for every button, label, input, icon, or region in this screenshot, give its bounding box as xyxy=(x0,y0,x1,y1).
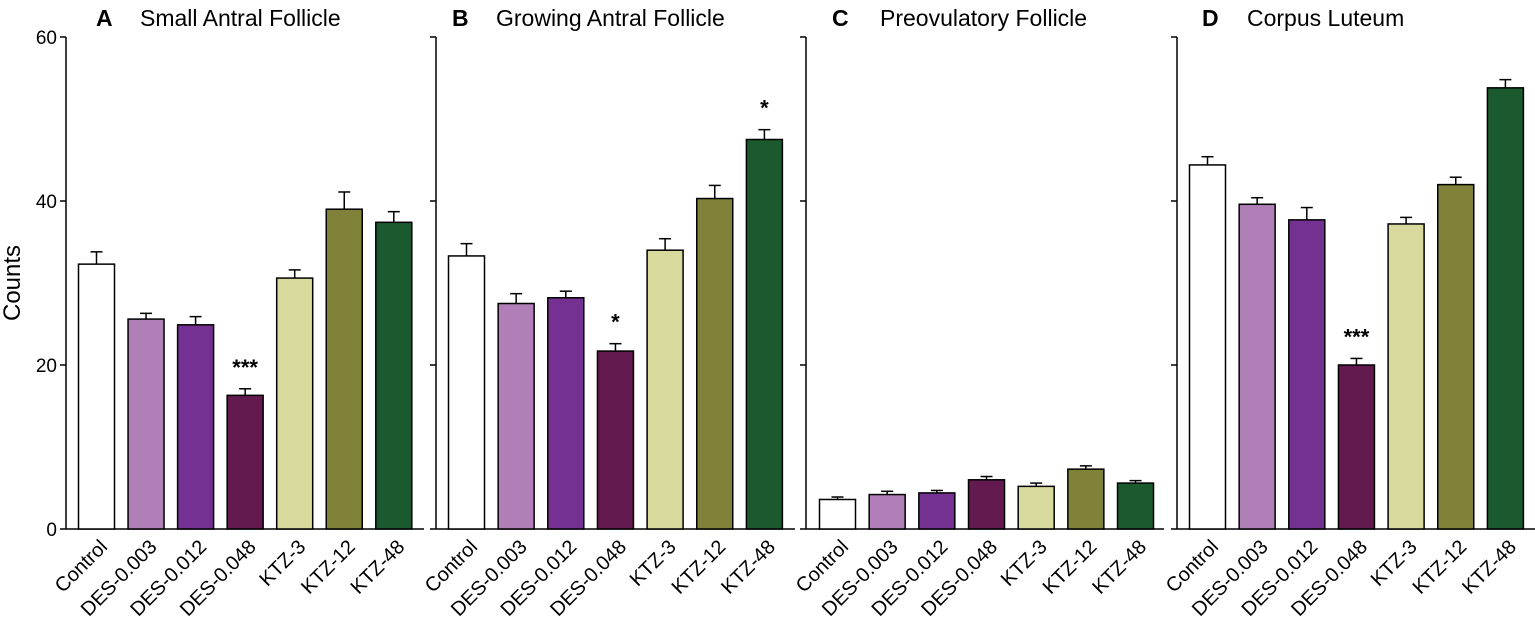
bar-ktz-12 xyxy=(325,208,363,530)
bar-ktz-3 xyxy=(646,249,684,530)
significance-marker: *** xyxy=(232,355,258,380)
bar-des-0.012 xyxy=(176,324,215,530)
bar-des-0.048 xyxy=(596,350,635,530)
bar-des-0.048 xyxy=(1337,364,1376,530)
significance-marker: *** xyxy=(1344,324,1370,349)
bar-ktz-48 xyxy=(1486,87,1525,530)
y-tick-label: 0 xyxy=(46,520,57,541)
panel-letter: C xyxy=(832,5,849,31)
x-tick-label: KTZ-48 xyxy=(717,536,780,599)
y-axis-label: Counts xyxy=(0,245,26,321)
bar-ktz-12 xyxy=(696,197,734,530)
bar-ktz-12 xyxy=(1437,183,1475,530)
bar-des-0.048 xyxy=(967,479,1006,530)
bar-ktz-48 xyxy=(745,138,784,530)
y-tick-label: 20 xyxy=(36,356,57,377)
bar-des-0.003 xyxy=(497,302,535,530)
x-tick-label: KTZ-12 xyxy=(1409,536,1472,599)
panel-title: Growing Antral Follicle xyxy=(496,5,725,31)
bar-des-0.048 xyxy=(226,394,264,530)
bar-des-0.003 xyxy=(127,318,165,530)
bar-ktz-3 xyxy=(1387,223,1425,530)
bar-control xyxy=(77,263,116,530)
bar-des-0.012 xyxy=(547,297,585,530)
panel-a: A Small Antral Follicle0204060ControlDES-… xyxy=(36,5,424,621)
x-tick-label: KTZ-12 xyxy=(297,536,360,599)
bar-control xyxy=(447,255,486,530)
bar-ktz-48 xyxy=(1116,482,1155,530)
bar-control xyxy=(1188,164,1227,530)
bar-des-0.003 xyxy=(868,493,906,530)
bar-control xyxy=(818,498,857,530)
y-tick-label: 60 xyxy=(36,28,57,49)
panel-title: Small Antral Follicle xyxy=(140,5,341,31)
panel-letter: D xyxy=(1202,5,1219,31)
panel-b: B Growing Antral FollicleControlDES-0.003… xyxy=(421,5,795,621)
bar-des-0.003 xyxy=(1238,203,1276,530)
bar-ktz-3 xyxy=(1017,485,1055,530)
panel-letter: A xyxy=(96,5,113,31)
y-tick-label: 40 xyxy=(36,192,57,213)
x-tick-label: KTZ-48 xyxy=(1088,536,1151,599)
bar-des-0.012 xyxy=(1288,219,1326,530)
bar-des-0.012 xyxy=(918,492,956,530)
significance-marker: * xyxy=(760,96,769,121)
panel-title: Preovulatory Follicle xyxy=(880,5,1087,31)
bar-ktz-12 xyxy=(1067,468,1105,530)
x-tick-label: KTZ-12 xyxy=(668,536,731,599)
panel-letter: B xyxy=(452,5,469,31)
significance-marker: * xyxy=(611,310,620,335)
x-tick-label: KTZ-48 xyxy=(347,536,410,599)
bar-ktz-3 xyxy=(275,277,314,530)
panel-d: D Corpus LuteumControlDES-0.003DES-0.012*… xyxy=(1162,5,1535,621)
bar-ktz-48 xyxy=(375,221,413,530)
panel-c: C Preovulatory FollicleControlDES-0.003DE… xyxy=(792,5,1164,621)
x-tick-label: KTZ-12 xyxy=(1039,536,1102,599)
x-tick-label: KTZ-48 xyxy=(1458,536,1521,599)
panel-title: Corpus Luteum xyxy=(1247,5,1404,31)
